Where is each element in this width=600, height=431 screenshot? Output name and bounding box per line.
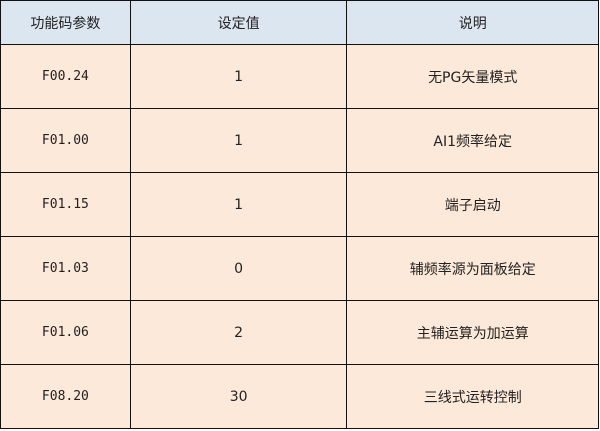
- cell-function-code: F01.03: [0, 236, 131, 301]
- cell-description: 端子启动: [346, 172, 599, 237]
- header-set-value: 设定值: [129, 0, 348, 45]
- table-row: F01.15 1 端子启动: [0, 172, 599, 237]
- cell-description: 三线式运转控制: [346, 364, 599, 429]
- cell-function-code: F01.15: [0, 172, 131, 237]
- cell-set-value: 0: [129, 236, 348, 301]
- table-row: F00.24 1 无PG矢量模式: [0, 44, 599, 109]
- table-row: F01.03 0 辅频率源为面板给定: [0, 236, 599, 301]
- cell-function-code: F01.00: [0, 108, 131, 173]
- cell-function-code: F00.24: [0, 44, 131, 109]
- cell-description: 无PG矢量模式: [346, 44, 599, 109]
- cell-function-code: F01.06: [0, 300, 131, 365]
- header-function-code: 功能码参数: [0, 0, 131, 45]
- table-row: F08.20 30 三线式运转控制: [0, 364, 599, 429]
- cell-set-value: 30: [129, 364, 348, 429]
- table-row: F01.06 2 主辅运算为加运算: [0, 300, 599, 365]
- cell-set-value: 1: [129, 108, 348, 173]
- cell-description: 主辅运算为加运算: [346, 300, 599, 365]
- cell-set-value: 1: [129, 44, 348, 109]
- cell-set-value: 1: [129, 172, 348, 237]
- header-description: 说明: [346, 0, 599, 45]
- table-row: F01.00 1 AI1频率给定: [0, 108, 599, 173]
- cell-set-value: 2: [129, 300, 348, 365]
- table-header-row: 功能码参数 设定值 说明: [0, 0, 599, 45]
- cell-description: 辅频率源为面板给定: [346, 236, 599, 301]
- cell-description: AI1频率给定: [346, 108, 599, 173]
- cell-function-code: F08.20: [0, 364, 131, 429]
